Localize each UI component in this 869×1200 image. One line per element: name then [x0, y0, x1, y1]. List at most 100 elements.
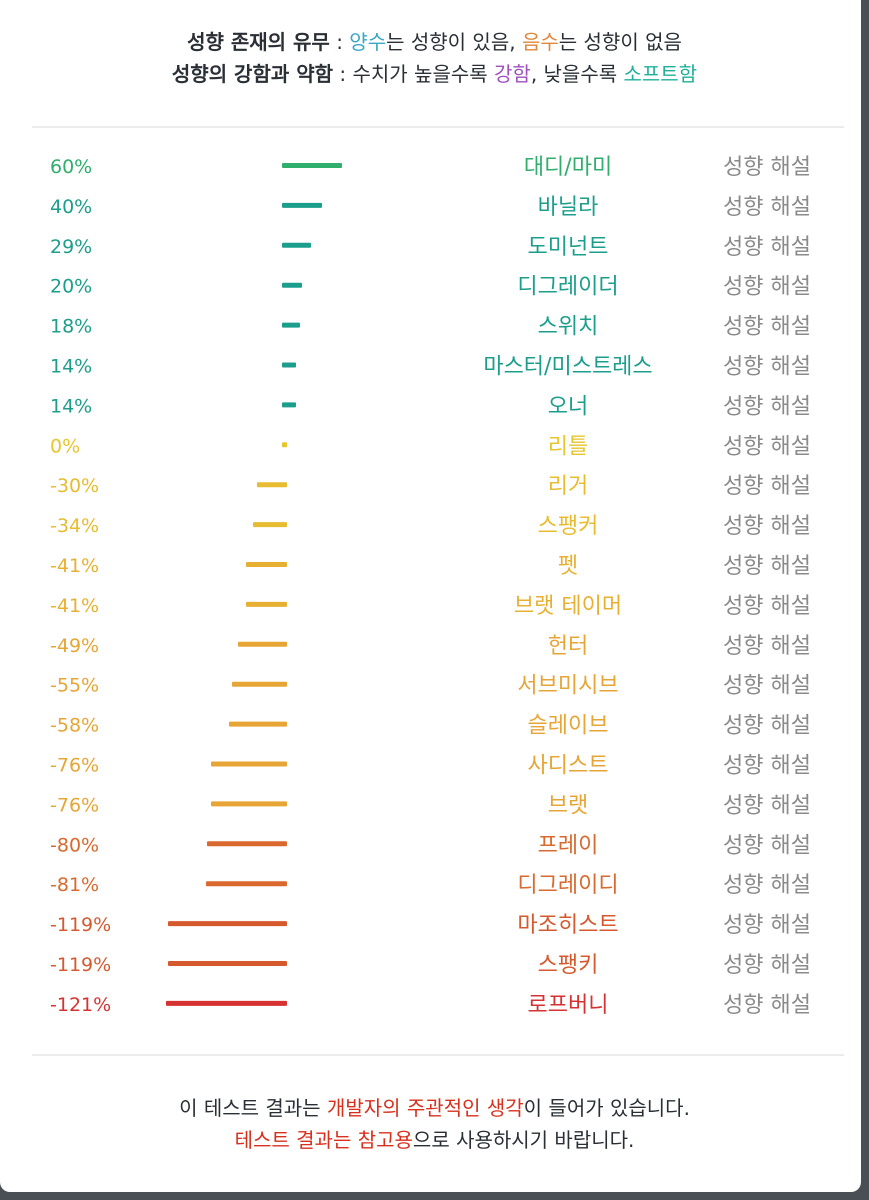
legend-strength-text: : 수치가 높을수록	[333, 62, 494, 86]
bar	[246, 562, 287, 567]
category-label: 대디/마미	[524, 155, 612, 180]
bar	[168, 961, 287, 966]
explanation-link[interactable]: 성향 해설	[723, 155, 811, 180]
bar	[232, 681, 287, 687]
legend-negative: 음수	[521, 30, 559, 54]
category-label: 디그레이더	[517, 275, 618, 300]
explanation-link[interactable]: 성향 해설	[723, 953, 811, 978]
explanation-link[interactable]: 성향 해설	[723, 594, 811, 619]
category-label: 리거	[548, 474, 588, 499]
value-label: 20%	[50, 276, 92, 298]
footer-disclaimer-line2: 테스트 결과는 참고용으로 사용하시기 바랍니다.	[0, 1124, 861, 1153]
legend-strength-title: 성향의 강함과 약함	[171, 62, 334, 86]
legend-middle-text: , 낮을수록	[530, 62, 624, 86]
category-label: 도미넌트	[528, 235, 609, 260]
bar	[282, 202, 322, 208]
bar	[166, 1000, 287, 1006]
bar	[282, 242, 311, 248]
legend-strength-line: 성향의 강함과 약함 : 수치가 높을수록 강함, 낮을수록 소프트함	[0, 58, 861, 87]
explanation-link[interactable]: 성향 해설	[723, 434, 811, 459]
explanation-link[interactable]: 성향 해설	[723, 235, 811, 260]
bar	[206, 881, 287, 887]
explanation-link[interactable]: 성향 해설	[723, 674, 811, 699]
category-label: 바닐라	[538, 195, 599, 220]
bar	[211, 801, 287, 807]
bar	[282, 163, 342, 168]
category-label: 서브미시브	[517, 674, 618, 699]
bar	[211, 761, 287, 767]
value-label: -119%	[50, 954, 111, 976]
explanation-link[interactable]: 성향 해설	[723, 554, 811, 579]
explanation-link[interactable]: 성향 해설	[723, 714, 811, 739]
bar	[282, 442, 287, 448]
value-label: 29%	[50, 236, 92, 258]
value-label: -58%	[50, 715, 99, 737]
category-label: 스팽키	[538, 953, 599, 978]
value-label: -76%	[50, 794, 99, 816]
bar	[282, 282, 302, 288]
value-label: -76%	[50, 755, 99, 777]
footer-text-a: 이 테스트 결과는	[179, 1096, 327, 1120]
value-label: 0%	[50, 435, 80, 457]
explanation-link[interactable]: 성향 해설	[723, 394, 811, 419]
value-label: -34%	[50, 515, 99, 537]
bar	[253, 522, 287, 528]
explanation-link[interactable]: 성향 해설	[723, 315, 811, 340]
value-label: -49%	[50, 635, 99, 657]
value-label: 60%	[50, 156, 92, 178]
value-label: -80%	[50, 834, 99, 856]
footer-highlight-d: 테스트 결과는 참고용	[234, 1128, 413, 1152]
explanation-link[interactable]: 성향 해설	[723, 474, 811, 499]
explanation-link[interactable]: 성향 해설	[723, 514, 811, 539]
value-label: 18%	[50, 316, 92, 338]
value-label: -55%	[50, 675, 99, 697]
category-label: 디그레이디	[517, 873, 618, 898]
legend-positive: 양수	[349, 30, 387, 54]
footer-disclaimer-line1: 이 테스트 결과는 개발자의 주관적인 생각이 들어가 있습니다.	[0, 1092, 861, 1121]
legend-positive-text: 는 성향이 있음,	[386, 30, 522, 54]
legend-separator: :	[329, 30, 350, 54]
explanation-link[interactable]: 성향 해설	[723, 275, 811, 300]
value-label: -119%	[50, 914, 111, 936]
category-label: 프레이	[538, 833, 599, 858]
value-label: -30%	[50, 475, 99, 497]
value-label: 40%	[50, 196, 92, 218]
legend-soft: 소프트함	[623, 62, 698, 86]
bar	[282, 402, 296, 408]
bar	[246, 601, 287, 607]
explanation-link[interactable]: 성향 해설	[723, 195, 811, 220]
explanation-link[interactable]: 성향 해설	[723, 993, 811, 1018]
category-label: 마스터/미스트레스	[483, 355, 652, 380]
explanation-link[interactable]: 성향 해설	[723, 793, 811, 818]
category-label: 로프버니	[528, 993, 609, 1018]
explanation-link[interactable]: 성향 해설	[723, 913, 811, 938]
legend-sign-line: 성향 존재의 유무 : 양수는 성향이 있음, 음수는 성향이 없음	[0, 26, 861, 55]
category-label: 마조히스트	[517, 913, 618, 938]
category-label: 헌터	[548, 634, 588, 659]
explanation-link[interactable]: 성향 해설	[723, 873, 811, 898]
explanation-link[interactable]: 성향 해설	[723, 754, 811, 779]
footer-text-c: 이 들어가 있습니다.	[523, 1096, 690, 1120]
value-label: -121%	[50, 994, 111, 1016]
legend-strong: 강함	[494, 62, 531, 86]
value-label: 14%	[50, 356, 92, 378]
explanation-link[interactable]: 성향 해설	[723, 355, 811, 380]
bar	[282, 322, 300, 328]
category-label: 브랫	[548, 793, 588, 818]
legend-negative-text: 는 성향이 없음	[558, 30, 682, 54]
category-label: 사디스트	[528, 754, 609, 779]
bar	[168, 921, 287, 927]
category-label: 리틀	[548, 434, 588, 459]
bar	[257, 482, 287, 488]
category-label: 슬레이브	[528, 714, 609, 739]
category-label: 스팽커	[538, 514, 599, 539]
explanation-link[interactable]: 성향 해설	[723, 634, 811, 659]
value-label: 14%	[50, 395, 92, 417]
category-label: 펫	[558, 554, 578, 579]
explanation-link[interactable]: 성향 해설	[723, 833, 811, 858]
legend-sign-title: 성향 존재의 유무	[187, 30, 330, 54]
bar	[207, 841, 287, 847]
footer-text-e: 으로 사용하시기 바랍니다.	[412, 1128, 635, 1152]
